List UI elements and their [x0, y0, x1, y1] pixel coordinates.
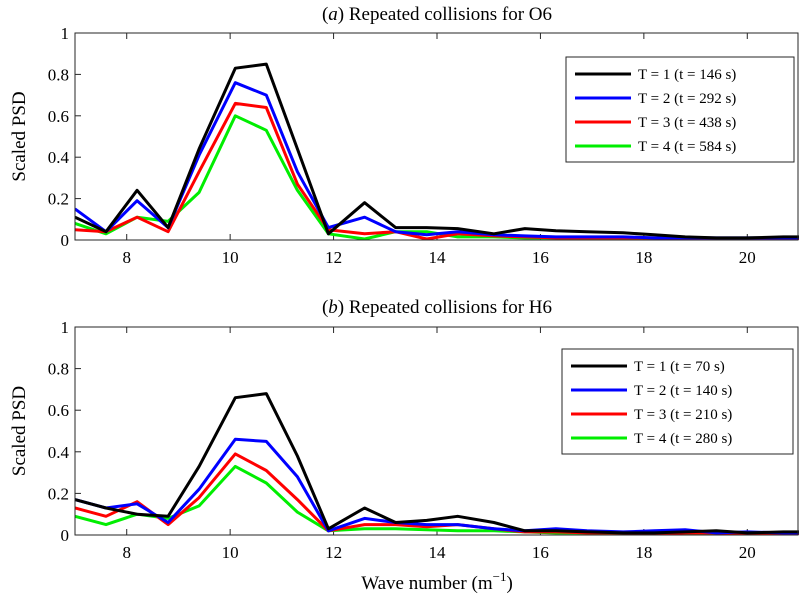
legend: T = 1 (t = 70 s) T = 2 (t = 140 s) T = 3 (… [561, 348, 794, 455]
x-tick-label: 8 [122, 248, 131, 267]
legend-label-3: T = 3 (t = 438 s) [638, 115, 736, 131]
x-tick-label: 12 [325, 543, 342, 562]
y-tick-label: 1 [61, 318, 70, 337]
y-tick-label: 0.4 [48, 443, 70, 462]
x-tick-label: 18 [635, 543, 652, 562]
x-tick-label: 10 [222, 248, 239, 267]
y-tick-label: 1 [61, 24, 70, 43]
x-tick-label: 8 [122, 543, 131, 562]
x-axis-label: Wave number (m−1) [361, 569, 513, 594]
legend-label-2: T = 2 (t = 140 s) [634, 383, 732, 399]
y-tick-label: 0.2 [48, 484, 69, 503]
panel-b: (b) Repeated collisions for H6 Scaled PSD… [9, 297, 799, 594]
y-axis-label: Scaled PSD [9, 386, 30, 476]
series-lines [75, 392, 799, 535]
y-tick-label: 0.8 [48, 360, 69, 379]
x-tick-label: 10 [222, 543, 239, 562]
y-tick-label: 0.6 [48, 107, 69, 126]
legend-label-1: T = 1 (t = 70 s) [634, 359, 725, 375]
legend-label-3: T = 3 (t = 210 s) [634, 407, 732, 423]
axes-box [74, 32, 799, 241]
axes-box [74, 326, 799, 536]
x-tick-label: 20 [739, 248, 756, 267]
y-tick-label: 0.8 [48, 65, 69, 84]
y-tick-label: 0 [61, 231, 70, 250]
x-tick-label: 16 [532, 248, 549, 267]
legend: T = 1 (t = 146 s) T = 2 (t = 292 s) T = 3 … [565, 56, 795, 163]
legend-label-4: T = 4 (t = 584 s) [638, 139, 736, 155]
x-tick-label: 18 [635, 248, 652, 267]
legend-label-2: T = 2 (t = 292 s) [638, 91, 736, 107]
chart-title: (a) Repeated collisions for O6 [322, 4, 552, 25]
y-tick-label: 0.6 [48, 401, 69, 420]
y-tick-label: 0.2 [48, 190, 69, 209]
x-tick-label: 14 [429, 248, 447, 267]
x-tick-label: 16 [532, 543, 549, 562]
series-lines [75, 62, 799, 240]
x-tick-label: 12 [325, 248, 342, 267]
x-tick-label: 20 [739, 543, 756, 562]
series-line-1 [75, 62, 799, 240]
legend-label-1: T = 1 (t = 146 s) [638, 67, 736, 83]
series-line-4 [75, 464, 799, 535]
y-tick-label: 0.4 [48, 148, 70, 167]
legend-label-4: T = 4 (t = 280 s) [634, 431, 732, 447]
y-axis-label: Scaled PSD [9, 91, 30, 181]
y-tick-label: 0 [61, 526, 70, 545]
series-line-1 [75, 392, 799, 535]
panel-a: (a) Repeated collisions for O6 Scaled PSD… [9, 4, 799, 267]
chart-title: (b) Repeated collisions for H6 [322, 297, 552, 318]
x-tick-label: 14 [429, 543, 447, 562]
